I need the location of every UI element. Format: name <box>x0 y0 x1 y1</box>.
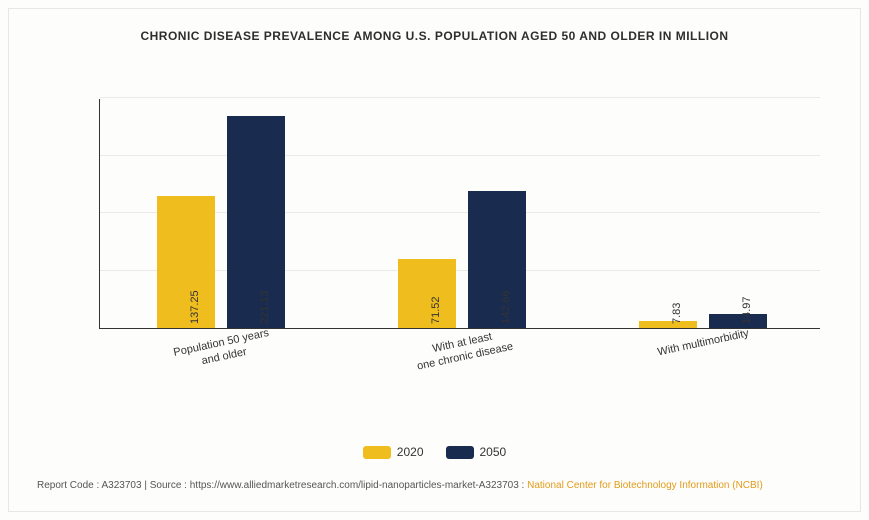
gridline <box>100 97 820 98</box>
legend-swatch-2020 <box>363 446 391 459</box>
report-code-label: Report Code : <box>37 480 99 491</box>
bar-group: 137.25 221.13 <box>157 116 285 328</box>
bar: 142.66 <box>468 191 526 328</box>
legend-label-2050: 2050 <box>480 445 507 459</box>
chart-title: CHRONIC DISEASE PREVALENCE AMONG U.S. PO… <box>9 9 860 43</box>
bar-group: 7.8314.97 <box>639 314 767 328</box>
bar-value-label: 71.52 <box>430 296 442 324</box>
legend: 2020 2050 <box>9 445 860 459</box>
bar: 221.13 <box>227 116 285 328</box>
footer: Report Code : A323703 | Source : https:/… <box>37 479 840 493</box>
bar-group: 71.52 142.66 <box>398 191 526 328</box>
bar-value-label: 7.83 <box>671 303 683 324</box>
bar: 137.25 <box>157 196 215 328</box>
report-code-value: A323703 <box>102 480 142 491</box>
legend-swatch-2050 <box>446 446 474 459</box>
bar: 7.83 <box>639 321 697 329</box>
source-label: Source : <box>150 480 187 491</box>
source-url: https://www.alliedmarketresearch.com/lip… <box>190 480 525 491</box>
source-ncbi: National Center for Biotechnology Inform… <box>527 480 763 491</box>
bar: 71.52 <box>398 259 456 328</box>
legend-item-2020: 2020 <box>363 445 424 459</box>
bar-value-label: 221.13 <box>259 290 271 324</box>
bar-value-label: 137.25 <box>189 290 201 324</box>
legend-item-2050: 2050 <box>446 445 507 459</box>
legend-label-2020: 2020 <box>397 445 424 459</box>
chart-frame: CHRONIC DISEASE PREVALENCE AMONG U.S. PO… <box>8 8 861 512</box>
x-axis-labels: Population 50 yearsand olderWith at leas… <box>99 331 820 391</box>
bar-value-label: 14.97 <box>741 296 753 324</box>
bar-value-label: 142.66 <box>500 290 512 324</box>
plot-area: 137.25221.1371.52142.667.8314.97 <box>99 99 820 329</box>
